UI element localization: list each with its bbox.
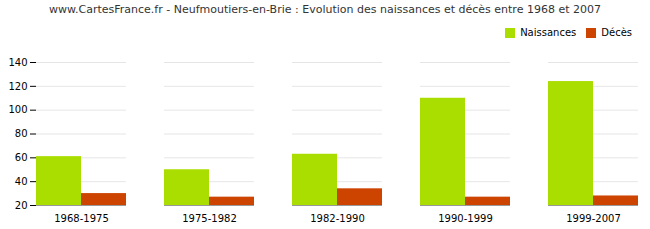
html-text:Décès: Décès	[601, 27, 632, 38]
svg-text:140: 140	[8, 57, 27, 68]
svg-text:60: 60	[15, 152, 28, 163]
svg-text:1982-1990: 1982-1990	[310, 213, 365, 224]
html-text:www.CartesFrance.fr - Neufmout: www.CartesFrance.fr - Neufmoutiers-en-Br…	[49, 3, 601, 16]
svg-text:1975-1982: 1975-1982	[182, 213, 237, 224]
svg-text:1990-1999: 1990-1999	[438, 213, 493, 224]
svg-text:40: 40	[15, 176, 28, 187]
svg-text:120: 120	[8, 81, 27, 92]
svg-text:100: 100	[8, 104, 27, 115]
html-text:Naissances: Naissances	[520, 27, 577, 38]
svg-text:1968-1975: 1968-1975	[54, 213, 109, 224]
svg-text:1999-2007: 1999-2007	[566, 213, 621, 224]
svg-text:80: 80	[15, 128, 28, 139]
svg-text:20: 20	[15, 200, 28, 211]
